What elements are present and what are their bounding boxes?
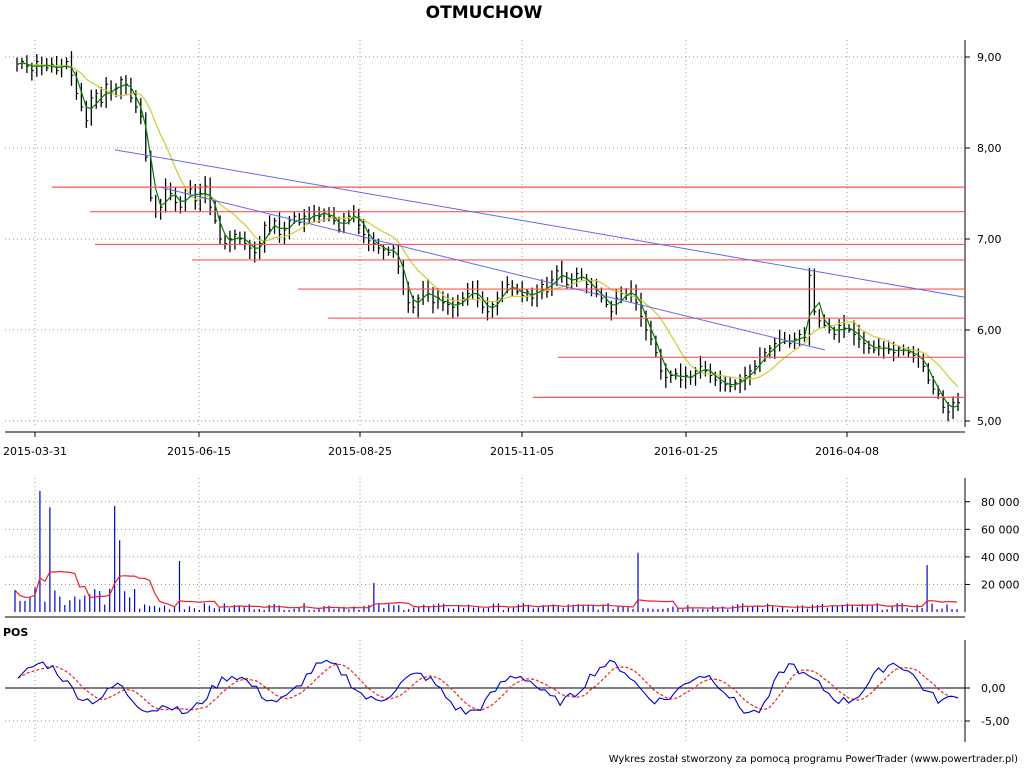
- trend-line: [114, 149, 966, 298]
- grid-layer: 9,00 8,00 7,00 6,00 5,00 80 000 60 000 40 000 20…: [3, 40, 1020, 742]
- price-ytick-label: 8,00: [977, 142, 1002, 155]
- price-ytick-label: 9,00: [977, 51, 1002, 64]
- chart-title: OTMUCHOW: [426, 3, 543, 23]
- x-tick-label: 2015-06-15: [167, 445, 231, 458]
- pos-main-line: [17, 659, 959, 715]
- volume-ytick-label: 40 000: [981, 551, 1020, 564]
- price-ytick-label: 6,00: [977, 324, 1002, 337]
- volume-ytick-label: 60 000: [981, 523, 1020, 536]
- price-ytick-label: 5,00: [977, 415, 1002, 428]
- x-tick-label: 2016-04-08: [815, 445, 879, 458]
- price-panel: [16, 51, 966, 422]
- pos-panel-label: POS: [3, 626, 28, 639]
- pos-panel: [17, 659, 959, 715]
- moving-average-short: [16, 62, 959, 409]
- x-tick-label: 2016-01-25: [654, 445, 718, 458]
- x-tick-label: 2015-03-31: [3, 445, 67, 458]
- price-ytick-label: 7,00: [977, 233, 1002, 246]
- pos-signal-line: [17, 663, 959, 711]
- moving-average-long: [16, 62, 959, 388]
- pos-ytick-label: 0,00: [981, 682, 1006, 695]
- x-tick-label: 2015-08-25: [328, 445, 392, 458]
- pos-ytick-label: -5,00: [981, 715, 1009, 728]
- volume-average-line: [14, 570, 958, 610]
- volume-ytick-label: 20 000: [981, 578, 1020, 591]
- volume-ytick-label: 80 000: [981, 496, 1020, 509]
- footer-credit: Wykres został stworzony za pomocą progra…: [609, 754, 1018, 765]
- volume-panel: [14, 490, 958, 612]
- trend-line: [159, 186, 826, 351]
- x-tick-label: 2015-11-05: [490, 445, 554, 458]
